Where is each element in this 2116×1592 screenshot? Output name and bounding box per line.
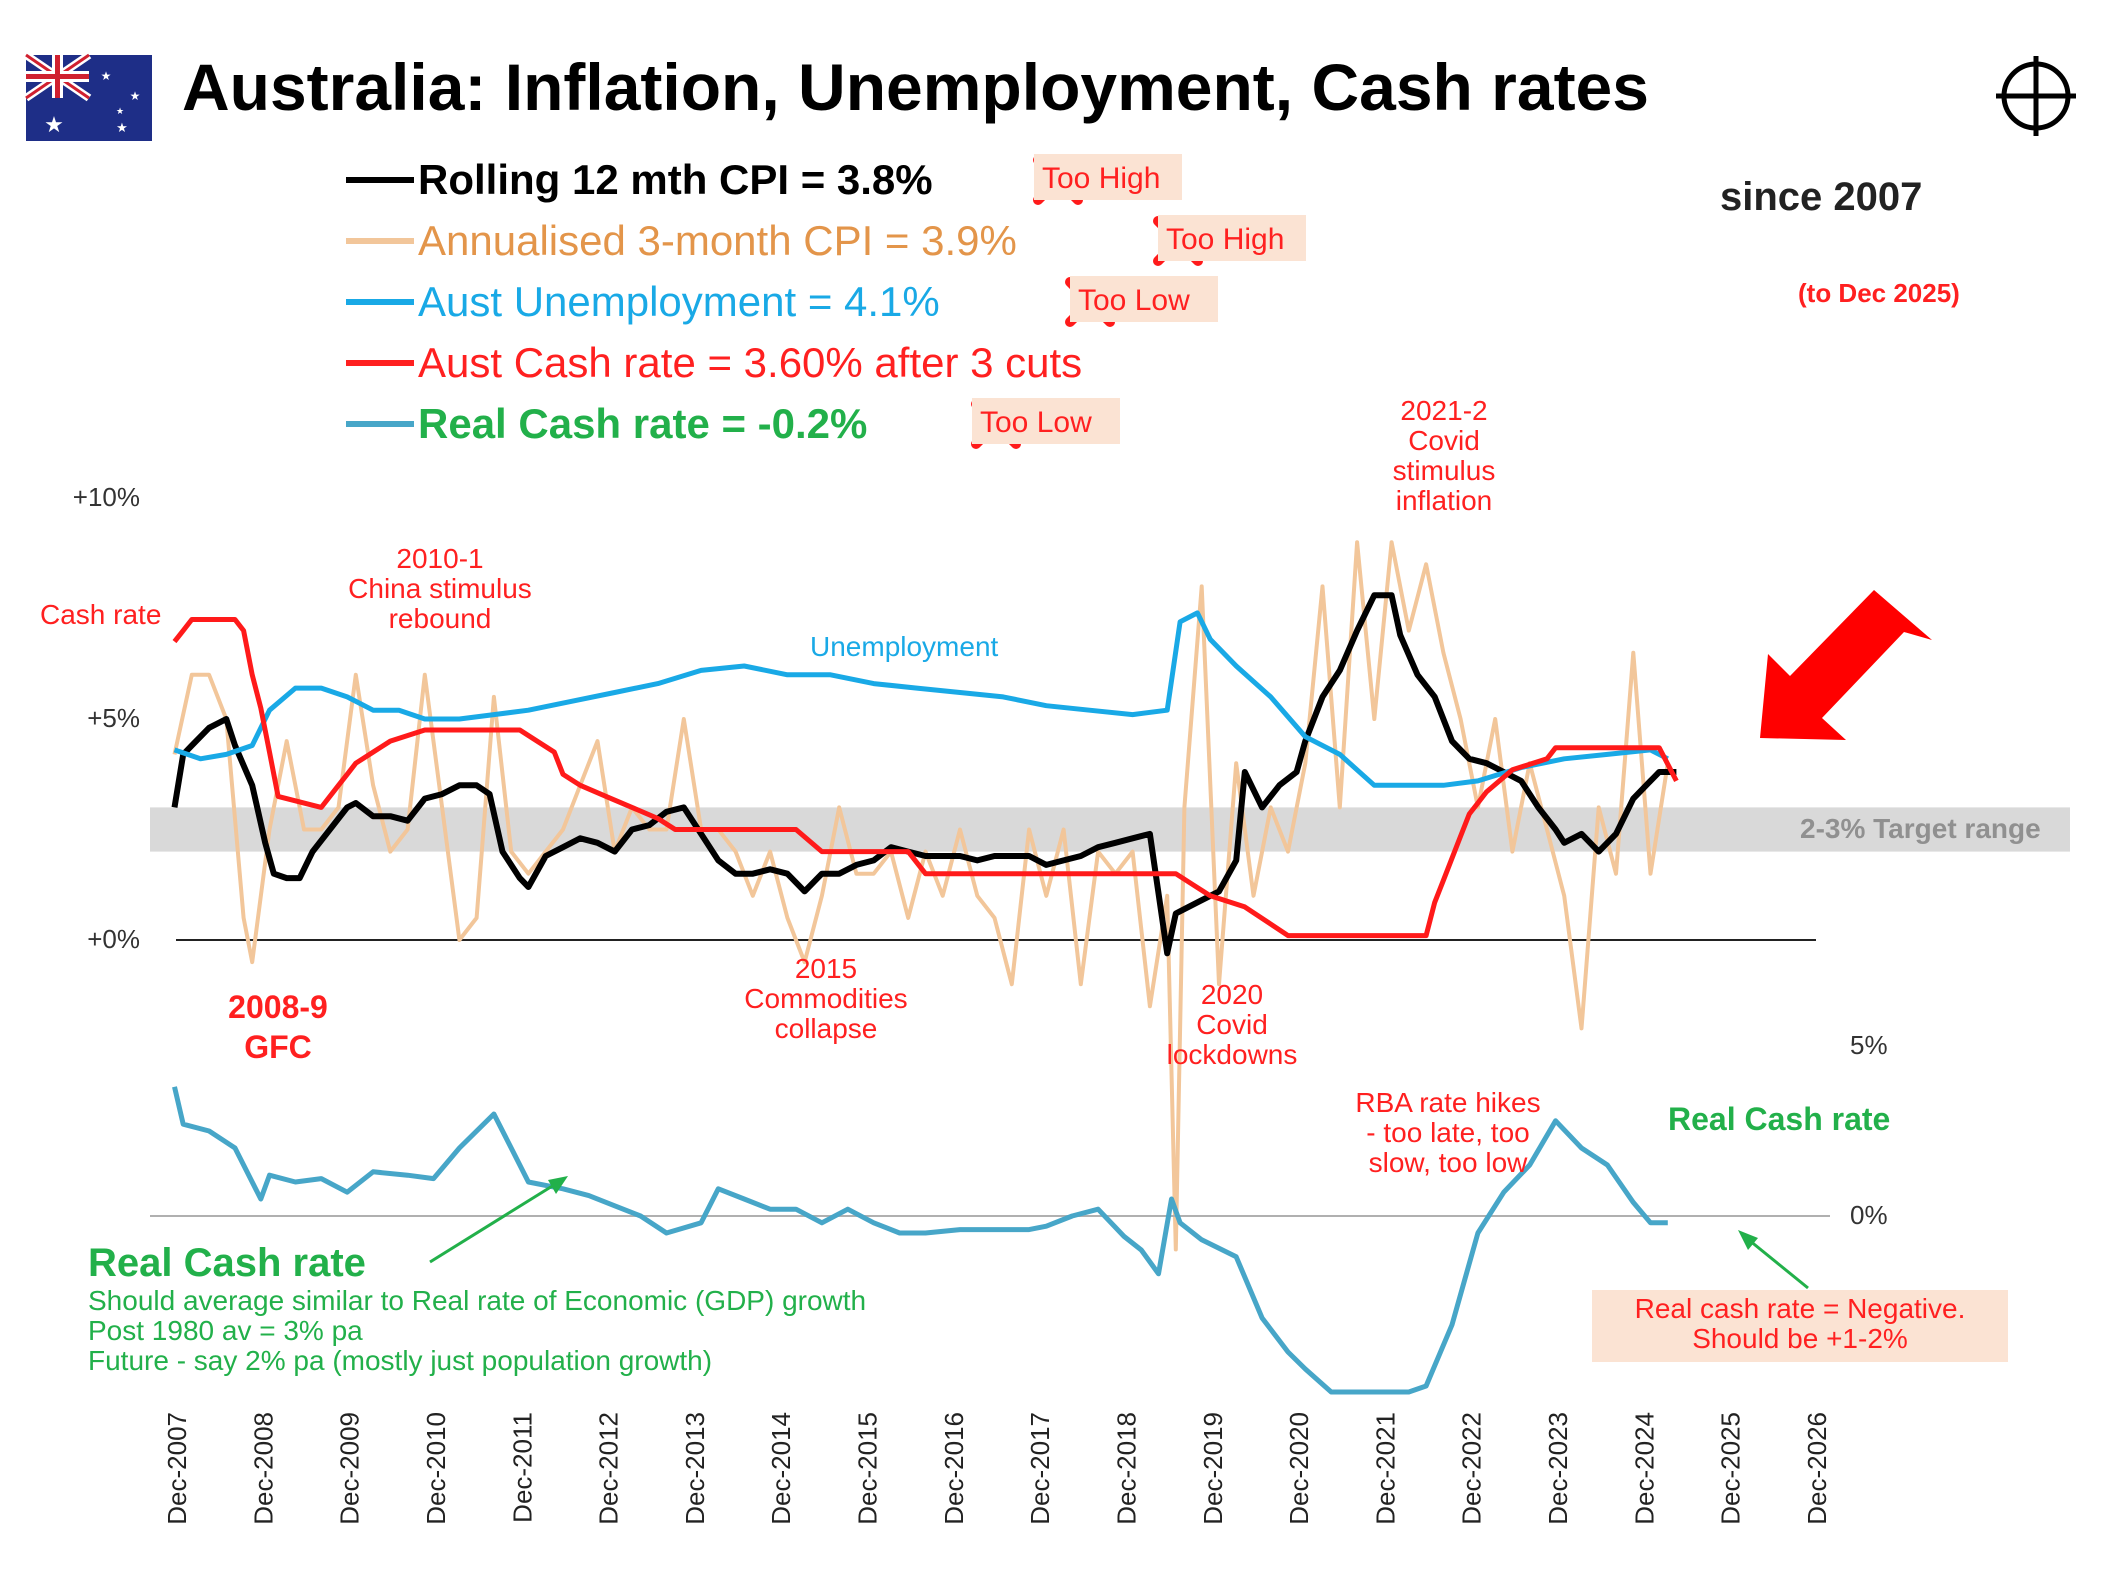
real-y-tick-label: 0% <box>1850 1200 1888 1230</box>
green-pointer-arrow-1 <box>429 1178 563 1264</box>
x-tick-label: Dec-2021 <box>1370 1412 1400 1525</box>
china-annotation-2: China stimulus <box>348 573 532 604</box>
negative-note-1: Real cash rate = Negative. <box>1635 1293 1966 1324</box>
covid-infl-annotation-1: 2021-2 <box>1400 395 1487 426</box>
x-tick-label: Dec-2011 <box>507 1412 537 1523</box>
svg-text:★: ★ <box>130 89 141 103</box>
real-y-tick-label: 5% <box>1850 1030 1888 1060</box>
x-tick-label: Dec-2019 <box>1198 1412 1228 1525</box>
x-tick-label: Dec-2020 <box>1284 1412 1314 1525</box>
x-tick-label: Dec-2007 <box>162 1412 192 1525</box>
top-panel: +10% +5% +0% <box>73 482 2070 1252</box>
rba-annotation-1: RBA rate hikes <box>1355 1087 1540 1118</box>
target-range-label: 2-3% Target range <box>1800 813 2041 844</box>
cash-series-line <box>172 617 1679 939</box>
x-tick-label: Dec-2022 <box>1457 1412 1487 1525</box>
x-tick-label: Dec-2025 <box>1716 1412 1746 1525</box>
y-tick-label: +0% <box>87 924 140 954</box>
covid-infl-annotation-2: Covid <box>1408 425 1480 456</box>
green-pointer-arrow-2 <box>1743 1234 1809 1290</box>
china-annotation-3: rebound <box>389 603 492 634</box>
legend-label: Aust Cash rate = 3.60% after 3 cuts <box>418 339 1082 386</box>
x-tick-label: Dec-2023 <box>1543 1412 1573 1525</box>
cpi12-series-line <box>171 592 1677 957</box>
x-tick-label: Dec-2017 <box>1025 1412 1055 1525</box>
y-tick-label: +5% <box>87 703 140 733</box>
legend-label: Annualised 3-month CPI = 3.9% <box>418 217 1017 264</box>
gfc-annotation-2: GFC <box>244 1029 312 1065</box>
date-note: (to Dec 2025) <box>1798 278 1960 308</box>
svg-text:★: ★ <box>116 106 124 116</box>
unemployment-annotation: Unemployment <box>810 631 999 662</box>
rba-annotation-3: slow, too low <box>1369 1147 1529 1178</box>
annotations: Cash rate 2010-1 China stimulus rebound … <box>40 395 2041 1376</box>
x-tick-label: Dec-2009 <box>335 1412 365 1525</box>
green-arrowhead-1 <box>548 1176 568 1194</box>
x-tick-label: Dec-2010 <box>421 1412 451 1525</box>
legend-tag: Too High <box>1042 162 1160 195</box>
lockdowns-annotation-1: 2020 <box>1201 979 1263 1010</box>
crosshair-icon <box>1996 56 2076 136</box>
svg-text:★: ★ <box>116 120 128 135</box>
real-note-2: Post 1980 av = 3% pa <box>88 1315 363 1346</box>
cash-rate-annotation: Cash rate <box>40 599 161 630</box>
y-tick-label: +10% <box>73 482 140 512</box>
rba-annotation-2: - too late, too <box>1366 1117 1529 1148</box>
real-cash-rate-title: Real Cash rate <box>88 1241 366 1285</box>
legend-tag: Too Low <box>980 406 1092 439</box>
commodities-annotation-1: 2015 <box>795 953 857 984</box>
green-arrowhead-2 <box>1738 1230 1758 1250</box>
china-annotation-1: 2010-1 <box>396 543 483 574</box>
legend: Rolling 12 mth CPI = 3.8% Too High Annuali… <box>346 154 1306 449</box>
legend-tag: Too High <box>1166 223 1284 256</box>
chart-title: Australia: Inflation, Unemployment, Cash… <box>182 50 1649 124</box>
cpi3-series-line <box>172 540 1670 1252</box>
x-tick-label: Dec-2013 <box>680 1412 710 1525</box>
x-tick-label: Dec-2026 <box>1802 1412 1832 1525</box>
legend-tag-bg <box>1070 276 1218 322</box>
negative-note-box <box>1592 1290 2008 1362</box>
x-tick-label: Dec-2015 <box>853 1412 883 1525</box>
real-note-1: Should average similar to Real rate of E… <box>88 1285 866 1316</box>
legend-label: Aust Unemployment = 4.1% <box>418 278 940 325</box>
lockdowns-annotation-2: Covid <box>1196 1009 1268 1040</box>
australia-flag-icon: ★ ★ ★ ★ ★ <box>23 51 152 141</box>
real-note-3: Future - say 2% pa (mostly just populati… <box>88 1345 712 1376</box>
covid-infl-annotation-3: stimulus <box>1393 455 1496 486</box>
x-tick-label: Dec-2024 <box>1629 1412 1659 1525</box>
legend-tag: Too Low <box>1078 284 1190 317</box>
x-tick-label: Dec-2012 <box>594 1412 624 1525</box>
svg-text:★: ★ <box>101 69 112 83</box>
svg-text:★: ★ <box>44 112 64 137</box>
legend-tag-bg <box>972 398 1120 444</box>
commodities-annotation-3: collapse <box>775 1013 878 1044</box>
x-tick-label: Dec-2014 <box>766 1412 796 1525</box>
covid-infl-annotation-4: inflation <box>1396 485 1493 516</box>
legend-label: Real Cash rate = -0.2% <box>418 400 867 447</box>
x-tick-label: Dec-2018 <box>1112 1412 1142 1525</box>
red-arrow-icon <box>1760 590 1932 740</box>
bottom-panel: 5% 0% <box>150 1030 1888 1395</box>
legend-label: Rolling 12 mth CPI = 3.8% <box>418 156 933 203</box>
real-cash-rate-series-line <box>172 1086 1668 1395</box>
real-cash-rate-label: Real Cash rate <box>1668 1101 1890 1137</box>
unemployment-series-line <box>173 610 1669 788</box>
x-tick-label: Dec-2008 <box>248 1412 278 1525</box>
lockdowns-annotation-3: lockdowns <box>1167 1039 1298 1070</box>
chart-subtitle: since 2007 <box>1720 175 1922 219</box>
x-tick-label: Dec-2016 <box>939 1412 969 1525</box>
x-axis-ticks: Dec-2007 Dec-2008 Dec-2009 Dec-2010 Dec-2011… <box>162 1412 1832 1525</box>
legend-tag-bg <box>1158 215 1306 261</box>
commodities-annotation-2: Commodities <box>744 983 907 1014</box>
legend-tag-bg <box>1034 154 1182 200</box>
gfc-annotation-1: 2008-9 <box>228 989 328 1025</box>
negative-note-2: Should be +1-2% <box>1692 1323 1908 1354</box>
